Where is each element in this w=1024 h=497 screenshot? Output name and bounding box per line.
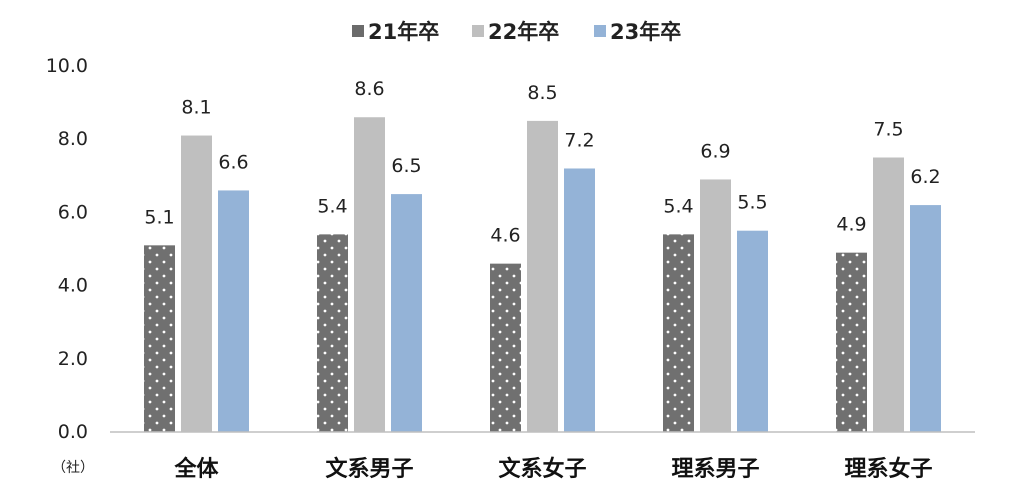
value-label: 6.6 (218, 151, 248, 173)
bar-2-3 (527, 120, 558, 433)
y-tick-label: 8.0 (58, 128, 88, 150)
y-tick-label: 0.0 (58, 421, 88, 443)
legend-swatch (472, 25, 484, 37)
value-label: 5.4 (663, 195, 693, 217)
bar-2-5 (873, 157, 904, 432)
category-label: 文系女子 (498, 456, 586, 482)
legend-label: 23年卒 (610, 20, 681, 44)
bar-1-3 (490, 263, 521, 432)
x-axis: 全体 文系男子 文系女子 理系男子 理系女子 (110, 431, 975, 482)
value-label: 7.5 (873, 119, 903, 141)
value-label: 6.5 (391, 155, 421, 177)
y-tick-label: 2.0 (58, 348, 88, 370)
value-label: 6.2 (910, 166, 940, 188)
bars: 5.1 8.1 6.6 5.4 8.6 6.5 4.6 8.5 7.2 5.4 6.9 5.5 4.9 7… (144, 78, 941, 433)
bar-1-5 (836, 252, 867, 432)
bar-2-2 (354, 117, 385, 433)
bar-3-4 (737, 230, 768, 432)
bar-3-3 (564, 168, 595, 433)
legend: 21年卒 22年卒 23年卒 (352, 20, 681, 44)
bar-3-5 (910, 205, 941, 432)
value-label: 6.9 (700, 140, 730, 162)
category-label: 全体 (173, 456, 219, 482)
value-label: 5.1 (144, 206, 174, 228)
bar-2-1 (181, 135, 212, 433)
bar-1-2 (317, 234, 348, 432)
value-label: 8.6 (354, 78, 384, 100)
bar-3-2 (391, 194, 422, 432)
value-label: 5.4 (317, 195, 347, 217)
legend-swatch (594, 25, 606, 37)
legend-label: 22年卒 (488, 20, 559, 44)
value-label: 8.5 (527, 82, 557, 104)
legend-label: 21年卒 (368, 20, 439, 44)
bar-1-1 (144, 245, 175, 432)
bar-1-4 (663, 234, 694, 432)
category-label: 理系男子 (671, 457, 759, 482)
unit-label: （社） (52, 460, 94, 476)
legend-swatch (352, 25, 364, 37)
value-label: 4.9 (836, 214, 866, 236)
value-label: 5.5 (737, 192, 767, 214)
category-label: 理系女子 (844, 456, 932, 482)
y-tick-label: 6.0 (58, 201, 88, 223)
bar-2-4 (700, 179, 731, 432)
value-label: 8.1 (181, 97, 211, 119)
value-label: 7.2 (564, 129, 594, 151)
y-axis: 0.0 2.0 4.0 6.0 8.0 10.0 (46, 55, 88, 443)
bar-3-1 (218, 190, 249, 432)
category-label: 文系男子 (325, 456, 413, 482)
y-tick-label: 10.0 (46, 55, 88, 77)
value-label: 4.6 (490, 225, 520, 247)
y-tick-label: 4.0 (58, 275, 88, 297)
